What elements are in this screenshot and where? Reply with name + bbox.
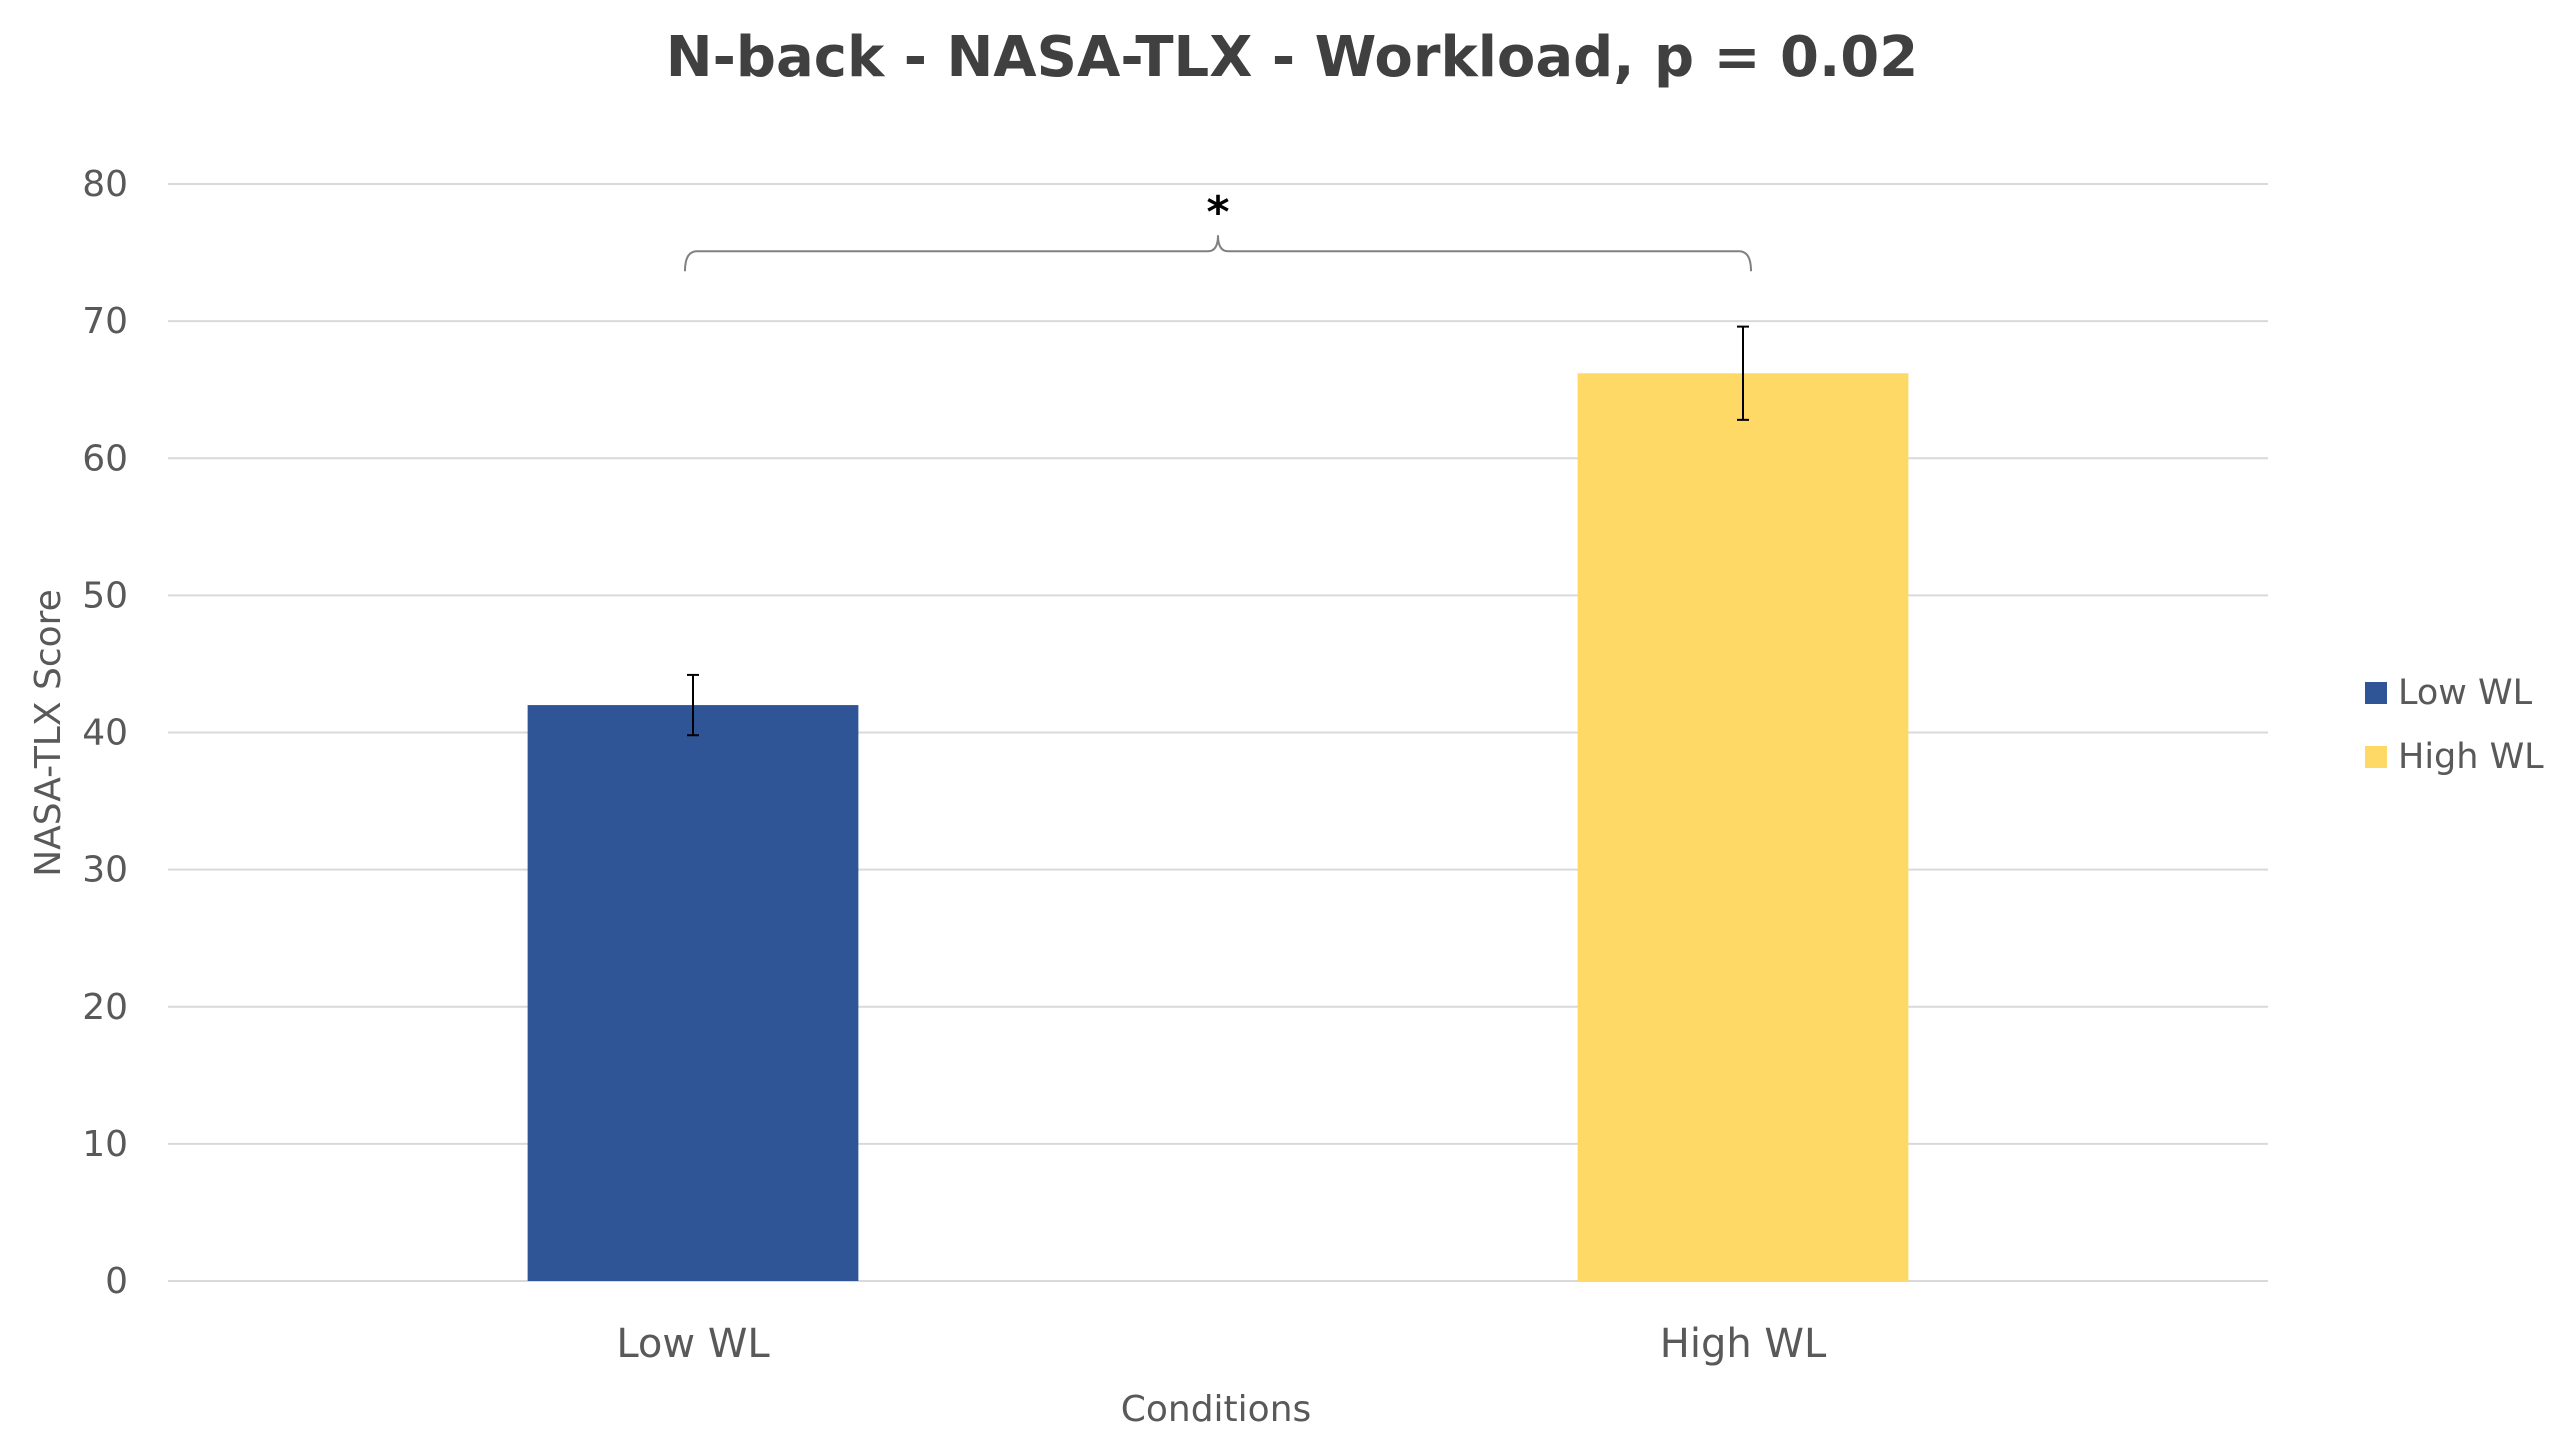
y-tick-label: 40 — [82, 713, 128, 754]
y-tick-label: 30 — [82, 850, 128, 891]
legend-label: High WL — [2398, 737, 2544, 777]
bar-high-wl — [1577, 373, 1909, 1281]
y-tick-label: 0 — [105, 1261, 128, 1302]
bar-low-wl — [527, 705, 859, 1281]
bars — [527, 373, 1909, 1281]
x-axis-categories: Low WL High WL — [616, 1321, 1827, 1367]
y-axis-ticks: 0 10 20 30 40 50 60 70 80 — [82, 164, 128, 1302]
y-axis-title: NASA-TLX Score — [28, 589, 69, 877]
legend-label: Low WL — [2398, 673, 2533, 713]
significance-bracket — [684, 235, 1752, 272]
x-category-label: High WL — [1660, 1321, 1827, 1367]
legend-swatch — [2365, 682, 2387, 704]
legend-swatch — [2365, 746, 2387, 768]
error-bars — [687, 325, 1749, 737]
y-tick-label: 10 — [82, 1124, 128, 1165]
x-axis-title: Conditions — [1121, 1389, 1312, 1430]
gridlines — [168, 183, 2268, 1282]
x-category-label: Low WL — [616, 1321, 770, 1367]
y-tick-label: 80 — [82, 164, 128, 205]
y-tick-label: 20 — [82, 987, 128, 1028]
legend: Low WL High WL — [2365, 673, 2544, 777]
y-tick-label: 60 — [82, 438, 128, 479]
significance-star: * — [1206, 187, 1229, 238]
significance-annotation: * — [684, 187, 1752, 272]
chart-title: N-back - NASA-TLX - Workload, p = 0.02 — [666, 25, 1918, 90]
y-tick-label: 70 — [82, 301, 128, 342]
y-tick-label: 50 — [82, 575, 128, 616]
